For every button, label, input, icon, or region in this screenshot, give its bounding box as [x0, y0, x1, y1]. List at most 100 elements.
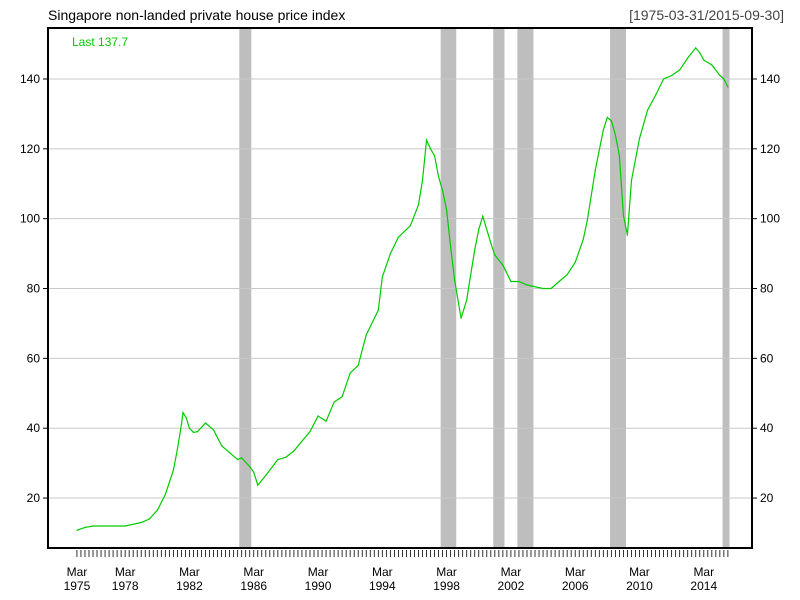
- x-tick-label: 1990: [305, 579, 332, 593]
- data-point: [429, 148, 432, 150]
- data-point: [317, 415, 319, 417]
- data-point: [566, 273, 568, 276]
- x-tick-label: Mar: [501, 565, 522, 579]
- data-point: [341, 396, 343, 398]
- x-tick-label: 1975: [64, 579, 91, 593]
- y-tick-label-right: 120: [760, 142, 780, 156]
- data-point: [185, 417, 187, 419]
- data-point: [325, 420, 327, 422]
- data-point: [285, 456, 287, 458]
- data-point: [478, 228, 480, 230]
- data-point: [482, 215, 484, 217]
- data-point: [671, 74, 673, 77]
- last-value-label: Last 137.7: [72, 35, 128, 49]
- y-tick-label-right: 40: [760, 421, 774, 435]
- data-point: [614, 134, 616, 136]
- data-point: [249, 466, 251, 468]
- y-tick-label-left: 120: [20, 142, 40, 156]
- data-point: [309, 431, 311, 433]
- y-tick-label-right: 100: [760, 212, 780, 226]
- data-point: [196, 431, 199, 433]
- data-point: [610, 120, 612, 122]
- data-point: [349, 372, 351, 374]
- data-point: [204, 422, 207, 424]
- data-point: [140, 521, 142, 524]
- data-point: [269, 469, 271, 471]
- data-point: [460, 317, 462, 319]
- data-point: [558, 280, 560, 283]
- data-point: [450, 246, 452, 248]
- data-point: [409, 225, 412, 227]
- data-point: [687, 57, 689, 59]
- x-tick-label: Mar: [565, 565, 586, 579]
- data-point: [433, 155, 436, 157]
- data-point: [542, 287, 544, 290]
- data-point: [293, 450, 295, 452]
- data-point: [679, 69, 681, 71]
- plot-frame: [47, 27, 753, 549]
- y-tick-label-right: 80: [760, 282, 774, 296]
- x-tick-label: Mar: [693, 565, 714, 579]
- x-tick-label: Mar: [629, 565, 650, 579]
- x-tick-label: 1994: [369, 579, 396, 593]
- data-point: [711, 64, 713, 66]
- data-point: [265, 474, 267, 476]
- data-point: [237, 459, 239, 461]
- data-point: [220, 445, 223, 447]
- data-point: [654, 94, 657, 96]
- y-tick-label-left: 140: [20, 72, 40, 86]
- data-point: [381, 276, 383, 278]
- data-point: [470, 273, 472, 276]
- data-point: [622, 214, 625, 216]
- data-point: [182, 411, 184, 414]
- data-point: [188, 427, 191, 429]
- data-point: [618, 155, 620, 157]
- y-tick-label-right: 20: [760, 491, 774, 505]
- data-point: [550, 287, 552, 290]
- data-point: [421, 179, 424, 181]
- data-point: [257, 484, 259, 486]
- data-point: [417, 204, 420, 206]
- data-point: [124, 525, 126, 527]
- x-tick-label: 2014: [690, 579, 717, 593]
- data-point: [277, 459, 279, 461]
- x-tick-label: 2010: [626, 579, 653, 593]
- chart-title: Singapore non-landed private house price…: [48, 7, 345, 23]
- y-tick-label-left: 80: [27, 282, 41, 296]
- data-point: [626, 234, 629, 236]
- data-point: [490, 242, 492, 244]
- x-tick-label: 1998: [433, 579, 460, 593]
- data-point: [662, 78, 665, 80]
- data-point: [510, 280, 512, 283]
- x-tick-label: Mar: [308, 565, 329, 579]
- data-point: [586, 219, 588, 222]
- data-point: [695, 47, 697, 49]
- data-point: [441, 190, 444, 192]
- y-tick-label-right: 140: [760, 72, 780, 86]
- y-tick-label-right: 60: [760, 351, 774, 365]
- data-point: [176, 448, 178, 450]
- x-tick-label: Mar: [67, 565, 88, 579]
- data-point: [723, 78, 725, 80]
- data-point: [602, 129, 604, 131]
- data-point: [582, 239, 584, 241]
- data-point: [699, 52, 701, 54]
- data-point: [164, 493, 166, 496]
- data-point: [574, 261, 576, 263]
- data-point: [630, 179, 633, 181]
- data-point: [646, 109, 649, 112]
- date-range-label: [1975-03-31/2015-09-30]: [629, 7, 784, 23]
- y-tick-label-left: 100: [20, 212, 40, 226]
- data-point: [518, 280, 520, 283]
- x-tick-label: 1982: [176, 579, 203, 593]
- data-point: [301, 440, 303, 442]
- data-point: [253, 471, 255, 473]
- data-point: [76, 529, 78, 531]
- series-line: [76, 46, 729, 531]
- data-point: [192, 431, 195, 434]
- x-tick-label: 1986: [240, 579, 267, 593]
- data-point: [606, 116, 608, 119]
- data-point: [333, 401, 335, 403]
- data-point: [594, 169, 596, 171]
